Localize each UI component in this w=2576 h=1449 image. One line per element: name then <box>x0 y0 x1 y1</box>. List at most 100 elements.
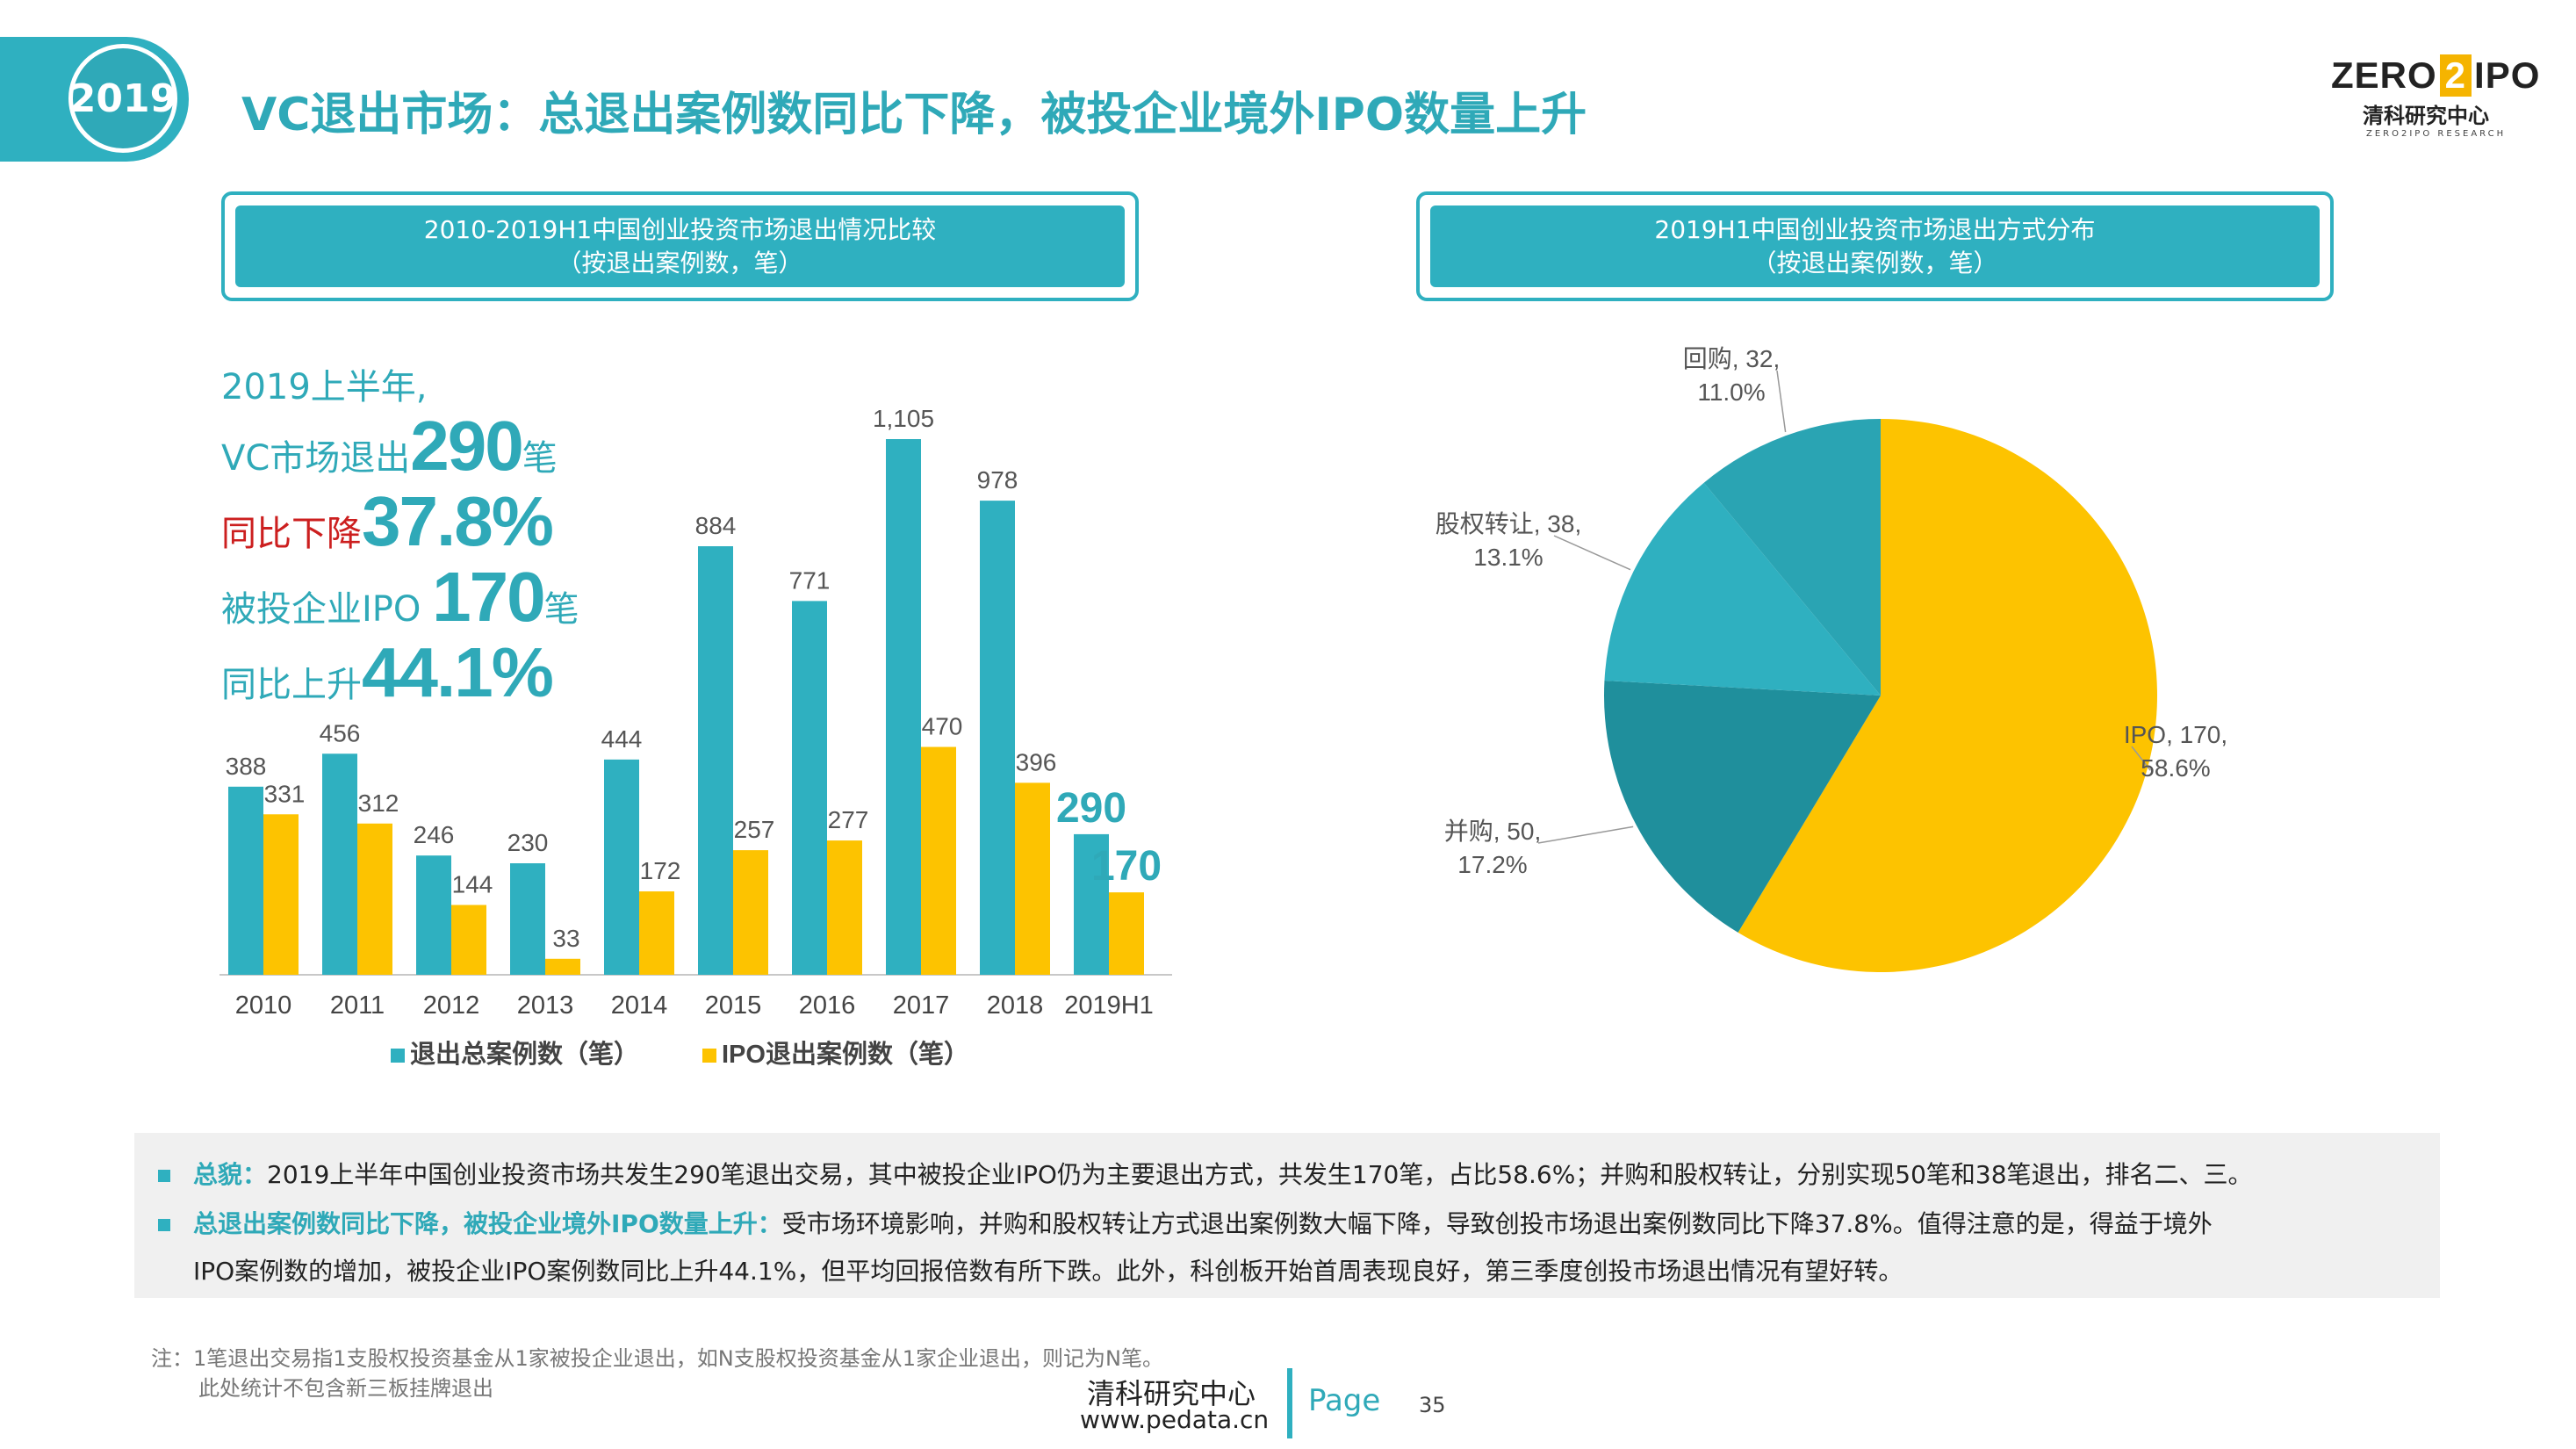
highlight-2-suffix: 笔 <box>522 438 558 479</box>
data-label-total: 444 <box>601 725 643 753</box>
data-label-total: 771 <box>789 566 831 594</box>
data-label-ipo: 331 <box>264 780 306 807</box>
left-panel-title-box: 2010-2019H1中国创业投资市场退出情况比较 （按退出案例数，笔） <box>221 191 1139 301</box>
highlight-4-prefix: 被投企业IPO <box>221 589 433 630</box>
summary-para-2-cont: IPO案例数的增加，被投企业IPO案例数同比上升44.1%，但平均回报倍数有所下… <box>193 1257 1903 1286</box>
pie-slice <box>1703 419 1881 696</box>
legend-swatch <box>391 1049 405 1063</box>
highlight-5-prefix: 同比上升 <box>221 665 362 705</box>
leader-line <box>1776 370 1787 433</box>
right-panel-subtitle: （按退出案例数，笔） <box>1752 248 1998 278</box>
highlight-3-value: 37.8% <box>362 482 554 560</box>
leader-line <box>2131 746 2151 771</box>
highlight-line-2: VC市场退出290笔 <box>221 406 558 487</box>
bar-total-exits <box>980 501 1015 975</box>
data-label-ipo: 470 <box>922 713 963 740</box>
logo-en: ZERO2IPO RESEARCH <box>2366 129 2507 139</box>
footer-divider <box>1287 1368 1292 1438</box>
highlight-line-3: 同比下降37.8% <box>221 481 554 562</box>
pie-slice <box>1604 482 1881 696</box>
bar-ipo-exits <box>545 958 580 975</box>
bar-total-exits <box>1074 833 1109 975</box>
year-label: 2019 <box>68 76 177 121</box>
highlight-2-value: 290 <box>410 407 523 485</box>
x-tick-label: 2014 <box>611 991 668 1020</box>
legend-label: IPO退出案例数（笔） <box>722 1039 969 1069</box>
x-tick-label: 2015 <box>705 991 762 1020</box>
x-tick-label: 2019H1 <box>1064 991 1154 1020</box>
bar-ipo-exits <box>451 905 486 975</box>
pie-chart: IPO, 170, 58.6% 并购, 50, 17.2% 股权转让, 38, 13.1%… <box>1436 345 2227 972</box>
bar-total-exits <box>416 855 451 975</box>
summary-para-1: 总貌：2019上半年中国创业投资市场共发生290笔退出交易，其中被投企业IPO仍… <box>158 1156 2253 1191</box>
x-tick-label: 2018 <box>987 991 1044 1020</box>
data-label-ipo: 172 <box>640 857 681 884</box>
pie-label-percent: 58.6% <box>2141 754 2210 782</box>
leader-line <box>1553 535 1631 571</box>
highlight-line-5: 同比上升44.1% <box>221 632 554 713</box>
highlight-4-suffix: 笔 <box>543 589 579 630</box>
highlight-line-1: 2019上半年, <box>221 367 428 407</box>
data-label-ipo: 312 <box>358 789 399 817</box>
highlight-3-prefix: 同比下降 <box>221 514 362 554</box>
bar-ipo-exits <box>921 746 956 975</box>
x-tick-label: 2017 <box>893 991 950 1020</box>
bar-ipo-exits <box>639 891 674 975</box>
logo-cn: 清科研究中心 <box>2363 104 2489 128</box>
bar-ipo-exits <box>827 840 862 975</box>
x-tick-label: 2016 <box>799 991 856 1020</box>
bar-total-exits <box>886 439 921 975</box>
bar-total-exits <box>322 753 357 975</box>
summary-2-text: 受市场环境影响，并购和股权转让方式退出案例数大幅下降，导致创投市场退出案例数同比… <box>781 1209 2213 1238</box>
data-label-total: 246 <box>414 821 455 848</box>
data-label-ipo: 33 <box>552 925 579 952</box>
x-tick-label: 2012 <box>423 991 480 1020</box>
bar-total-exits <box>792 601 827 975</box>
bullet-square-icon <box>158 1219 170 1231</box>
data-label-ipo: 396 <box>1016 748 1057 775</box>
bar-ipo-exits <box>263 814 299 975</box>
footnote-line-2: 此处统计不包含新三板挂牌退出 <box>198 1376 493 1401</box>
footer-url[interactable]: www.pedata.cn <box>1080 1405 1270 1434</box>
x-tick-label: 2010 <box>235 991 292 1020</box>
legend-swatch <box>702 1049 716 1063</box>
legend-label: 退出总案例数（笔） <box>410 1039 639 1069</box>
pie-label-percent: 13.1% <box>1473 544 1543 571</box>
data-label-total: 1,105 <box>873 405 934 432</box>
pie-label: 回购, 32, <box>1683 345 1780 372</box>
bar-total-exits <box>510 863 545 975</box>
footer-page-number: 35 <box>1419 1393 1446 1417</box>
zero2ipo-logo: ZERO 2 IPO 清科研究中心 ZERO2IPO RESEARCH <box>2331 54 2542 139</box>
pie-label-percent: 17.2% <box>1457 851 1527 878</box>
bar-ipo-exits <box>357 823 392 975</box>
logo-word-two: 2 <box>2439 54 2472 97</box>
x-tick-label: 2013 <box>517 991 574 1020</box>
right-panel-title-box: 2019H1中国创业投资市场退出方式分布 （按退出案例数，笔） <box>1416 191 2334 301</box>
footer-org: 清科研究中心 <box>1087 1377 1256 1410</box>
data-label-total: 978 <box>977 466 1018 494</box>
summary-1-heading: 总貌： <box>193 1160 268 1189</box>
pie-label-percent: 11.0% <box>1697 378 1765 406</box>
pie-slice <box>1604 680 1881 933</box>
bar-ipo-exits <box>1015 782 1050 975</box>
bar-total-exits <box>228 786 263 975</box>
right-panel-title: 2019H1中国创业投资市场退出方式分布 <box>1654 214 2096 244</box>
data-label-ipo: 257 <box>734 816 775 843</box>
logo-word-left: ZERO <box>2331 54 2437 96</box>
summary-para-2: 总退出案例数同比下降，被投企业境外IPO数量上升：受市场环境影响，并购和股权转让… <box>158 1205 2213 1240</box>
leader-line <box>1537 825 1634 844</box>
data-label-ipo: 277 <box>828 806 869 833</box>
highlight-2-prefix: VC市场退出 <box>221 438 411 479</box>
year-badge: 2019 <box>68 44 177 153</box>
footnote: 注：1笔退出交易指1支股权投资基金从1家被投企业退出，如N支股权投资基金从1家企… <box>151 1344 1163 1403</box>
pie-label: 股权转让, 38, <box>1436 510 1581 537</box>
data-label-total: 456 <box>320 719 361 746</box>
page-title: VC退出市场：总退出案例数同比下降，被投企业境外IPO数量上升 <box>241 89 1587 141</box>
bar-total-exits <box>604 759 639 975</box>
summary-2-heading: 总退出案例数同比下降，被投企业境外IPO数量上升： <box>193 1209 782 1238</box>
pie-label: IPO, 170, <box>2124 721 2227 748</box>
summary-1-text: 2019上半年中国创业投资市场共发生290笔退出交易，其中被投企业IPO仍为主要… <box>267 1160 2253 1189</box>
x-tick-label: 2011 <box>330 991 385 1020</box>
bar-ipo-exits <box>733 850 768 975</box>
